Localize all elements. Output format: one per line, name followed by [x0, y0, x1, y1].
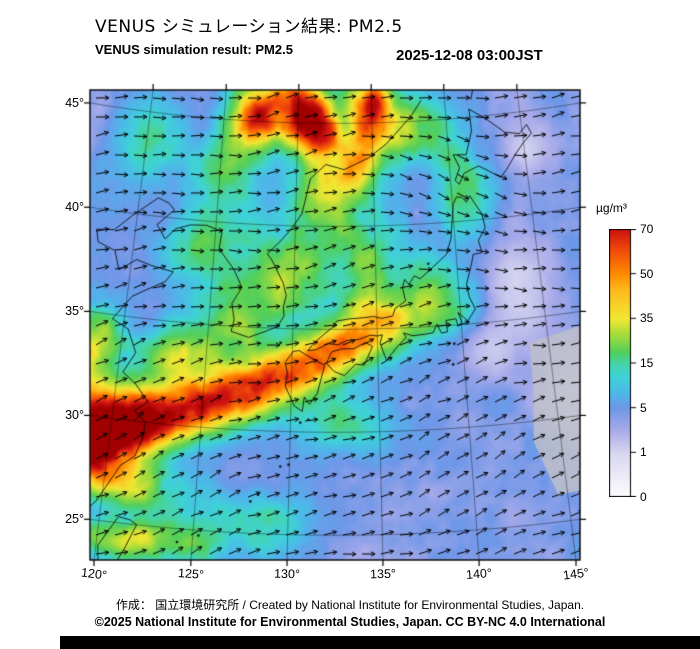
lon-tick-label: 120° [80, 565, 108, 583]
lat-tick-label: 40° [65, 200, 84, 215]
forecast-timestamp: 2025-12-08 03:00JST [396, 47, 543, 64]
lat-tick-label: 30° [65, 408, 84, 423]
lon-tick-label: 140° [465, 566, 493, 582]
lon-tick-label: 145° [562, 565, 590, 583]
bottom-bar [60, 636, 700, 649]
lat-tick-label: 45° [65, 95, 84, 110]
lon-tick-label: 125° [177, 566, 205, 582]
colorbar-tick-label: 0 [640, 490, 647, 504]
lat-tick-label: 25° [65, 512, 84, 527]
license-line: ©2025 National Institute for Environment… [94, 615, 606, 629]
page-title-english: VENUS simulation result: PM2.5 [95, 42, 293, 57]
colorbar-tick-label: 35 [640, 311, 654, 326]
colorbar-tick-label: 50 [640, 266, 654, 281]
pm25-concentration-map [78, 80, 590, 574]
lon-tick-label: 135° [369, 566, 397, 582]
colorbar-tick-label: 70 [640, 222, 654, 236]
lat-tick-label: 35° [65, 304, 84, 319]
credit-line: 作成： 国立環境研究所 / Created by National Instit… [115, 598, 585, 612]
colorbar-gradient [609, 229, 639, 497]
page-title-japanese: VENUS シミュレーション結果: PM2.5 [95, 17, 403, 37]
lon-tick-label: 130° [273, 566, 301, 582]
colorbar-tick-label: 15 [640, 356, 654, 370]
colorbar-tick-label: 5 [640, 400, 647, 415]
colorbar-tick-label: 1 [640, 445, 647, 460]
colorbar-unit-label: µg/m³ [596, 201, 627, 215]
